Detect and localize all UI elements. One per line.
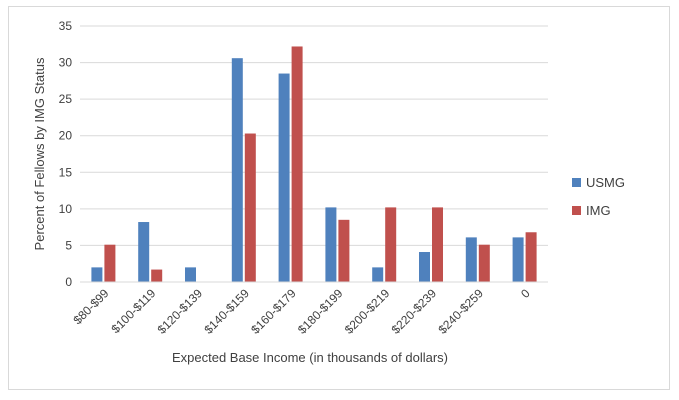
bar-img-1 (151, 269, 163, 282)
legend-swatch-usmg (572, 178, 581, 187)
x-tick-label: $240-$259 (435, 286, 486, 337)
bar-usmg-1 (138, 222, 150, 282)
gridlines (80, 25, 548, 246)
legend-swatch-img (572, 206, 581, 215)
x-tick-label: $220-$239 (389, 286, 440, 337)
x-axis-title: Expected Base Income (in thousands of do… (172, 350, 448, 365)
x-tick-label: $120-$139 (155, 286, 206, 337)
y-tick-label: 30 (59, 56, 73, 70)
bar-img-4 (291, 46, 303, 283)
bar-usmg-8 (465, 237, 477, 282)
bar-usmg-9 (512, 237, 524, 282)
y-axis-title: Percent of Fellows by IMG Status (32, 57, 47, 250)
bar-img-6 (385, 207, 397, 282)
y-tick-label: 25 (59, 92, 73, 106)
x-tick-label: $100-$119 (108, 286, 158, 336)
bars (91, 46, 537, 283)
legend-label-usmg: USMG (586, 175, 625, 190)
bar-usmg-0 (91, 267, 103, 282)
bar-usmg-7 (419, 252, 430, 282)
bar-img-3 (244, 133, 256, 282)
y-tick-label: 5 (65, 238, 72, 252)
x-tick-label: $160-$179 (248, 286, 299, 337)
bar-usmg-3 (231, 58, 243, 282)
bar-usmg-6 (372, 267, 384, 282)
bar-img-8 (478, 244, 490, 282)
bar-usmg-4 (278, 73, 290, 283)
x-tick-label: $80-$99 (70, 286, 111, 327)
x-tick-label: 0 (518, 286, 533, 301)
bar-img-7 (432, 207, 443, 282)
bar-img-9 (525, 232, 537, 282)
bar-img-0 (104, 244, 116, 282)
y-tick-label: 0 (65, 275, 72, 289)
x-axis-ticks: $80-$99$100-$119$120-$139$140-$159$160-$… (70, 286, 532, 337)
x-tick-label: $140-$159 (201, 286, 252, 337)
bar-img-5 (338, 219, 350, 282)
legend: USMG IMG (572, 175, 625, 218)
y-tick-label: 15 (59, 165, 73, 179)
y-axis-ticks: 0 5 10 15 20 25 30 35 (59, 19, 73, 289)
y-tick-label: 35 (59, 19, 73, 33)
y-tick-label: 20 (59, 129, 73, 143)
bar-usmg-5 (325, 207, 337, 282)
legend-label-img: IMG (586, 203, 611, 218)
x-tick-label: $200-$219 (342, 286, 393, 337)
chart-frame (8, 6, 670, 390)
y-tick-label: 10 (59, 202, 73, 216)
x-tick-label: $180-$199 (295, 286, 346, 337)
bar-usmg-2 (185, 267, 196, 282)
